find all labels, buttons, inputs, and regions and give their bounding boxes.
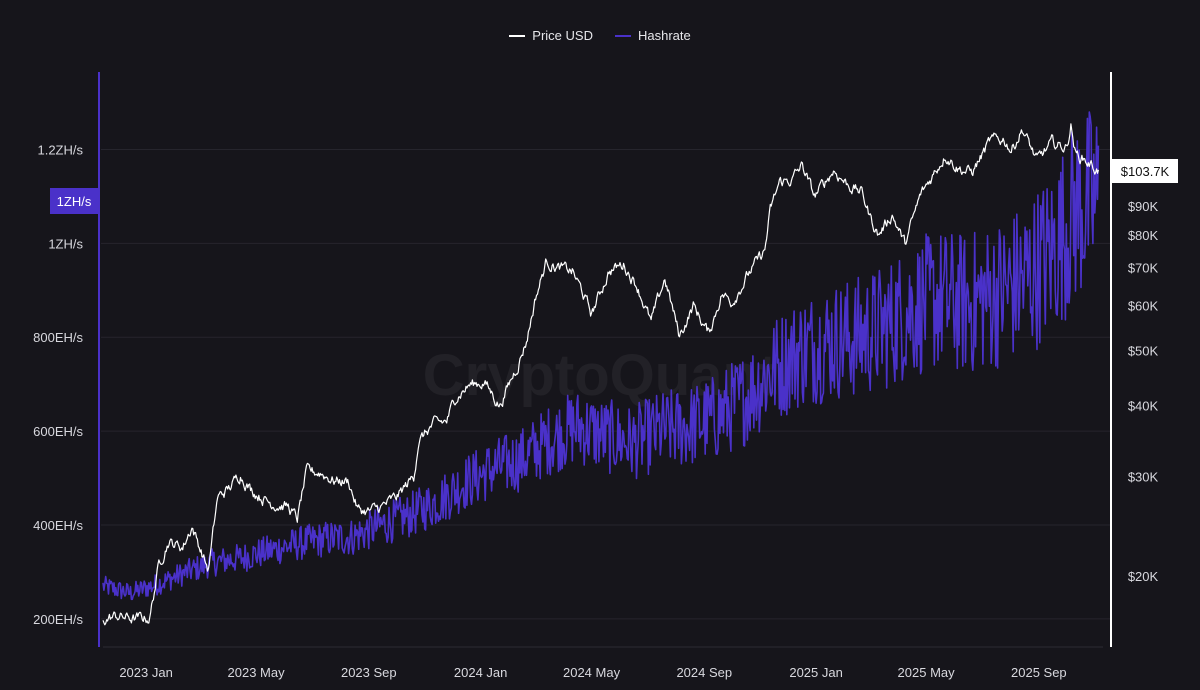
x-tick-label: 2023 Sep <box>341 665 397 680</box>
right-tick-label: $30K <box>1128 469 1159 484</box>
left-tick-label: 400EH/s <box>33 518 83 533</box>
x-tick-label: 2024 Jan <box>454 665 508 680</box>
left-tick-label: 1.2ZH/s <box>37 142 83 157</box>
legend-label-price: Price USD <box>532 28 593 43</box>
right-y-axis: $20K $30K $40K $50K $60K $70K $80K $90K <box>1110 72 1159 647</box>
hashrate-line <box>102 111 1100 601</box>
left-tick-label: 1ZH/s <box>48 236 83 251</box>
left-tick-label: 600EH/s <box>33 424 83 439</box>
right-tick-label: $80K <box>1128 228 1159 243</box>
right-tick-label: $50K <box>1128 344 1159 359</box>
right-tick-label: $60K <box>1128 299 1159 314</box>
price-series <box>102 123 1099 626</box>
x-tick-label: 2025 Sep <box>1011 665 1067 680</box>
legend-label-hashrate: Hashrate <box>637 28 691 43</box>
right-tick-label: $70K <box>1128 261 1159 276</box>
hashrate-current-badge: 1ZH/s <box>50 188 98 214</box>
x-tick-label: 2025 May <box>898 665 956 680</box>
legend-item-hashrate[interactable]: Hashrate <box>614 28 691 43</box>
right-tick-label: $90K <box>1128 199 1159 214</box>
left-tick-label: 800EH/s <box>33 330 83 345</box>
legend: Price USD Hashrate <box>0 28 1200 43</box>
price-swatch-icon <box>509 34 526 37</box>
left-y-axis: 200EH/s 400EH/s 600EH/s 800EH/s 1ZH/s 1.2ZH/s <box>33 72 100 647</box>
x-axis: 2023 Jan 2023 May 2023 Sep 2024 Jan 2024 May… <box>103 646 1103 680</box>
x-tick-label: 2025 Jan <box>789 665 843 680</box>
price-line <box>102 123 1099 626</box>
x-tick-label: 2023 May <box>228 665 286 680</box>
legend-item-price[interactable]: Price USD <box>509 28 593 43</box>
price-current-badge: $103.7K <box>1112 159 1178 183</box>
right-tick-label: $40K <box>1128 399 1159 414</box>
left-tick-label: 200EH/s <box>33 612 83 627</box>
x-tick-label: 2023 Jan <box>119 665 173 680</box>
x-tick-label: 2024 Sep <box>676 665 732 680</box>
x-tick-label: 2024 May <box>563 665 621 680</box>
right-tick-label: $20K <box>1128 569 1159 584</box>
hashrate-series <box>102 111 1100 601</box>
hashrate-swatch-icon <box>614 34 631 37</box>
